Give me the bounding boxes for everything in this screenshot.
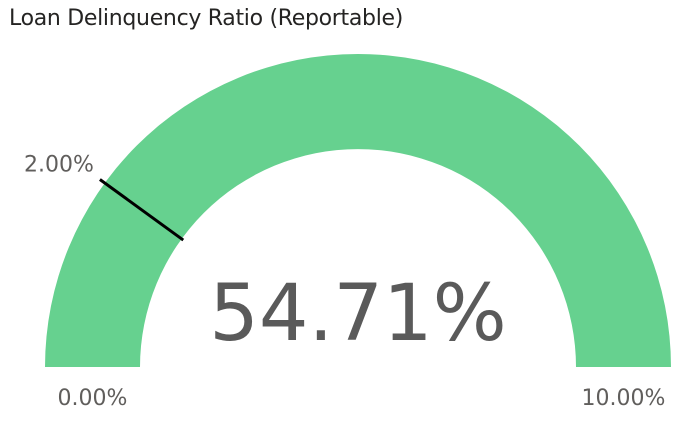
max-label: 10.00% [582, 386, 666, 411]
target-label: 2.00% [24, 152, 94, 177]
gauge-fill-arc [45, 54, 671, 367]
gauge-value: 54.71% [209, 269, 506, 359]
min-label: 0.00% [58, 386, 128, 411]
chart-title: Loan Delinquency Ratio (Reportable) [9, 6, 404, 31]
gauge-target-marker [99, 178, 185, 242]
